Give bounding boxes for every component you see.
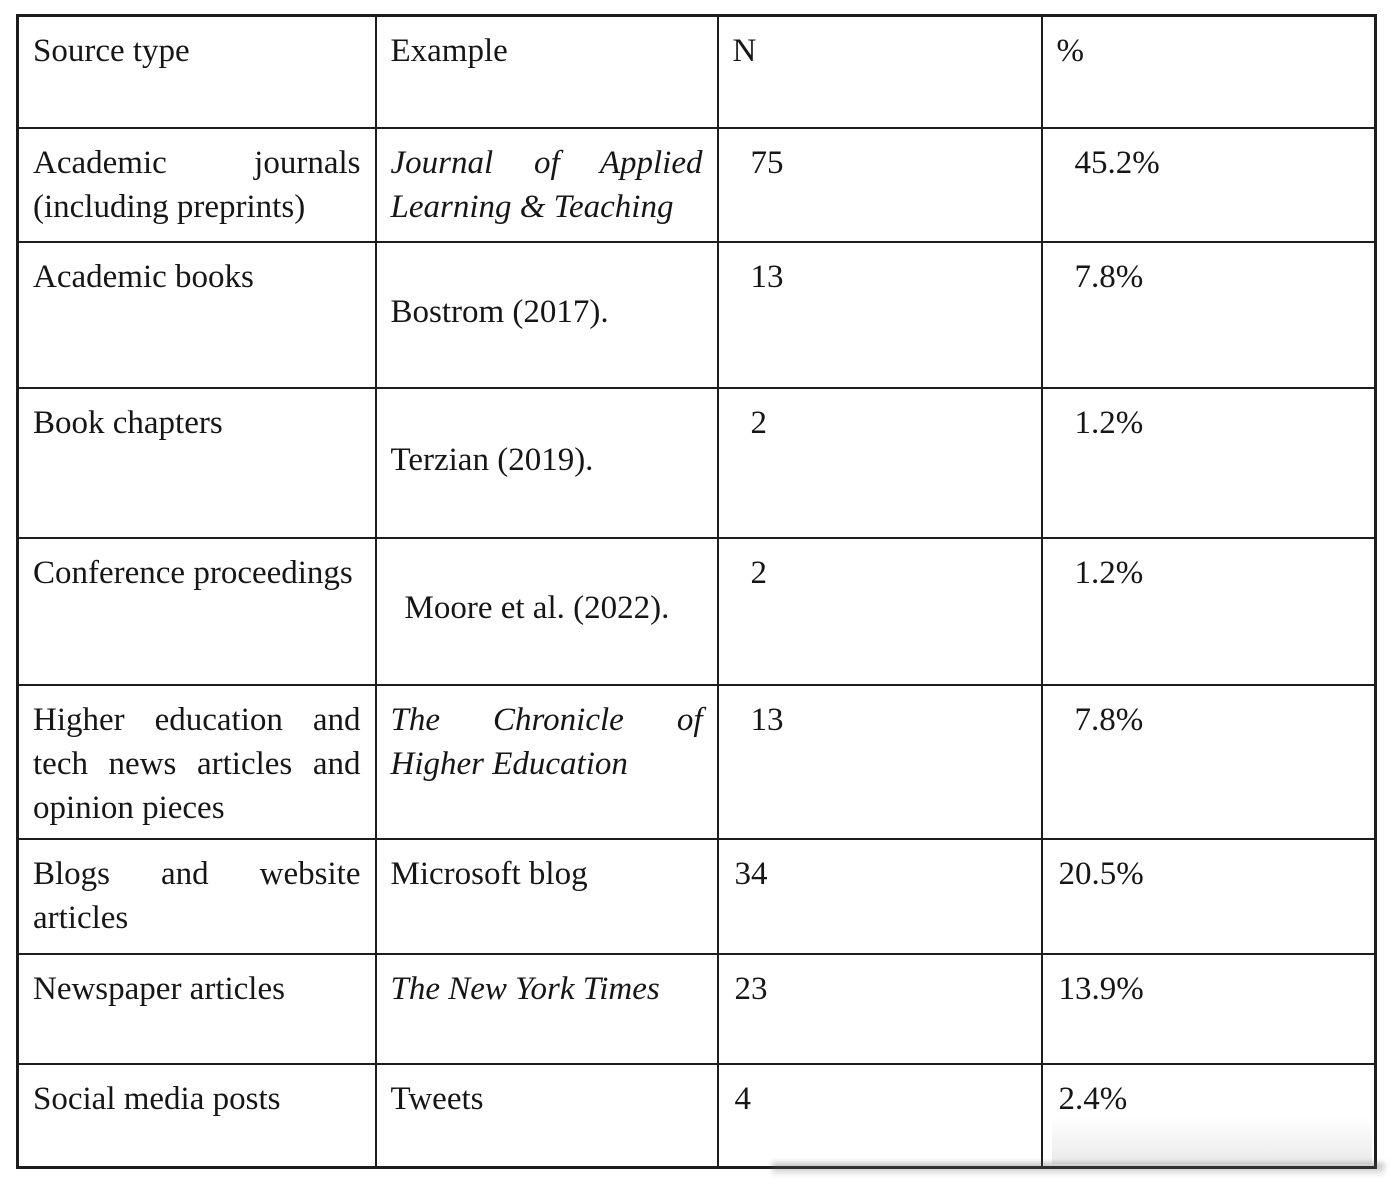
cell-n-text: 2 xyxy=(750,554,768,591)
cell-pct-text: 7.8% xyxy=(1074,701,1144,738)
cell-example: The New York Times xyxy=(374,952,719,1065)
cell-n: 4 xyxy=(716,1062,1043,1169)
table-header-row: Source type Example N % xyxy=(16,14,1377,129)
cell-source-text: Blogs and website articles xyxy=(33,855,361,936)
cell-n-text: 23 xyxy=(734,970,768,1007)
source-type-table: Source type Example N % Academic journal… xyxy=(16,14,1377,1169)
cell-example: Microsoft blog xyxy=(374,837,719,955)
cell-pct: 7.8% xyxy=(1040,683,1377,840)
cell-source: Blogs and website articles xyxy=(16,837,377,955)
publication-title: The New York Times xyxy=(390,970,660,1007)
cell-source: Social media posts xyxy=(16,1062,377,1169)
scan-shadow-bottom xyxy=(772,1163,1384,1176)
table-body: Academic journals (including preprints) J… xyxy=(16,126,1377,1169)
cell-example-text: Terzian (2019). xyxy=(390,441,594,478)
cell-source: Academic journals (including preprints) xyxy=(16,126,377,243)
cell-n-text: 75 xyxy=(750,144,784,181)
cell-n-text: 34 xyxy=(734,855,768,892)
cell-n: 2 xyxy=(716,536,1043,686)
cell-source: Conference proceedings xyxy=(16,536,377,686)
cell-example-text: Bostrom (2017). xyxy=(390,293,609,330)
table-row: Academic journals (including preprints) J… xyxy=(16,126,1377,243)
cell-n-text: 13 xyxy=(750,701,784,738)
cell-n-text: 13 xyxy=(750,258,784,295)
table-row: Blogs and website articles Microsoft blog… xyxy=(16,837,1377,955)
cell-pct-text: 13.9% xyxy=(1058,970,1144,1007)
cell-example: The Chronicle of Higher Education xyxy=(374,683,719,840)
cell-example: Tweets xyxy=(374,1062,719,1169)
cell-source-text: Academic journals (including preprints) xyxy=(33,144,361,225)
table-row: Higher education and tech news articles … xyxy=(16,683,1377,840)
cell-pct-text: 2.4% xyxy=(1058,1080,1128,1117)
cell-pct-text: 20.5% xyxy=(1058,855,1144,892)
cell-n-text: 2 xyxy=(750,404,768,441)
cell-n: 13 xyxy=(716,683,1043,840)
cell-example: Journal of Applied Learning & Teaching xyxy=(374,126,719,243)
table-row: Academic books Bostrom (2017). 13 7.8% xyxy=(16,240,1377,389)
cell-n: 23 xyxy=(716,952,1043,1065)
scanned-table-page: Source type Example N % Academic journal… xyxy=(16,14,1377,1169)
cell-n: 34 xyxy=(716,837,1043,955)
cell-pct-text: 45.2% xyxy=(1074,144,1160,181)
cell-source: Academic books xyxy=(16,240,377,389)
cell-example: Moore et al. (2022). xyxy=(374,536,719,686)
cell-pct: 7.8% xyxy=(1040,240,1377,389)
cell-pct: 20.5% xyxy=(1040,837,1377,955)
cell-example: Bostrom (2017). xyxy=(374,240,719,389)
cell-source: Newspaper articles xyxy=(16,952,377,1065)
cell-example-text: Microsoft blog xyxy=(390,855,588,892)
table-row: Conference proceedings Moore et al. (2022… xyxy=(16,536,1377,686)
cell-pct: 13.9% xyxy=(1040,952,1377,1065)
cell-source-text: Conference proceedings xyxy=(33,554,353,591)
cell-n: 13 xyxy=(716,240,1043,389)
col-header-source-type: Source type xyxy=(16,14,377,129)
cell-source: Higher education and tech news articles … xyxy=(16,683,377,840)
publication-title: The Chronicle of Higher Education xyxy=(390,701,703,782)
cell-n-text: 4 xyxy=(734,1080,752,1117)
cell-source-text: Social media posts xyxy=(33,1080,281,1117)
cell-example: Terzian (2019). xyxy=(374,386,719,539)
cell-n: 75 xyxy=(716,126,1043,243)
cell-source-text: Higher education and tech news articles … xyxy=(33,701,361,826)
cell-example-text: Tweets xyxy=(390,1080,484,1117)
cell-pct: 45.2% xyxy=(1040,126,1377,243)
scan-tint-bottom-right xyxy=(1052,1116,1372,1164)
cell-source-text: Academic books xyxy=(33,258,254,295)
cell-n: 2 xyxy=(716,386,1043,539)
cell-pct-text: 7.8% xyxy=(1074,258,1144,295)
cell-source-text: Newspaper articles xyxy=(33,970,285,1007)
table-row: Newspaper articles The New York Times 23 13… xyxy=(16,952,1377,1065)
cell-example-text: Moore et al. (2022). xyxy=(404,590,670,626)
table-row: Social media posts Tweets 4 2.4% xyxy=(16,1062,1377,1169)
cell-pct: 1.2% xyxy=(1040,536,1377,686)
cell-pct: 1.2% xyxy=(1040,386,1377,539)
table-row: Book chapters Terzian (2019). 2 1.2% xyxy=(16,386,1377,539)
col-header-percent: % xyxy=(1040,14,1377,129)
cell-pct-text: 1.2% xyxy=(1074,404,1144,441)
cell-source: Book chapters xyxy=(16,386,377,539)
col-header-example: Example xyxy=(374,14,719,129)
publication-title: Journal of Applied Learning & Teaching xyxy=(390,144,703,225)
cell-source-text: Book chapters xyxy=(33,404,223,441)
cell-pct-text: 1.2% xyxy=(1074,554,1144,591)
col-header-n: N xyxy=(716,14,1043,129)
